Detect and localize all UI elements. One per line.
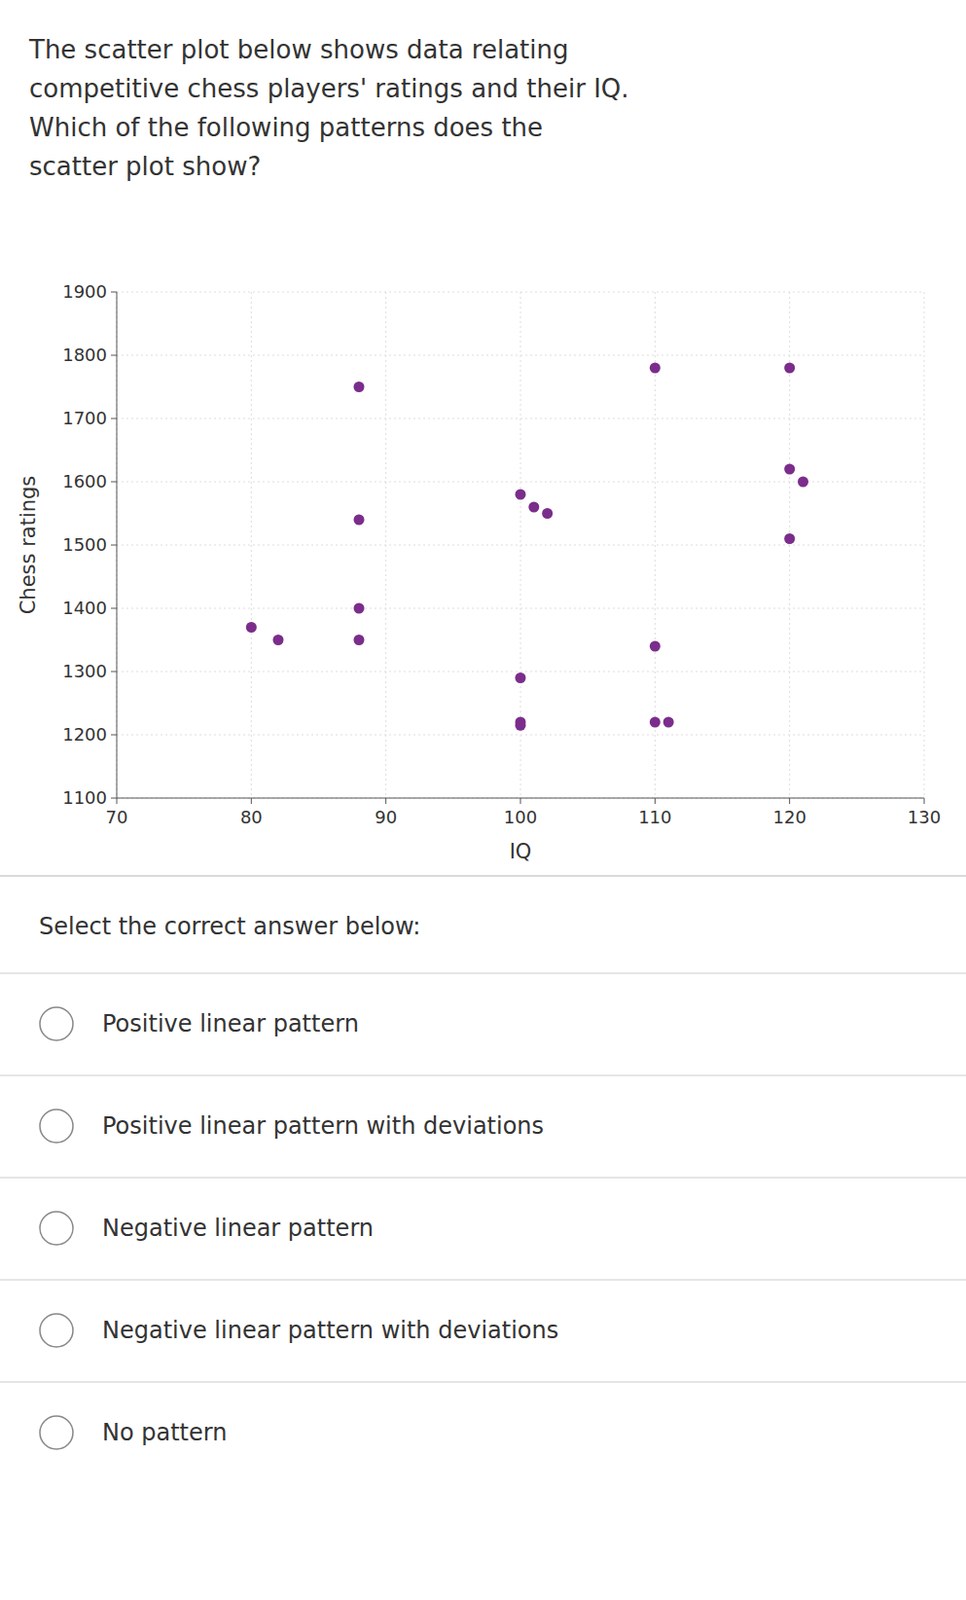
- answer-prompt: Select the correct answer below:: [38, 912, 421, 940]
- grid-line-x: [116, 291, 118, 798]
- tick-label-x: 110: [638, 806, 672, 827]
- point: [515, 672, 527, 683]
- point: [784, 362, 795, 374]
- grid-line-y: [116, 544, 925, 546]
- points: [246, 362, 809, 731]
- tick-label-y: 1700: [62, 407, 108, 429]
- tick-y: [110, 544, 117, 546]
- point: [649, 716, 661, 728]
- grid-line-x: [250, 291, 252, 798]
- option-text: Positive linear pattern: [102, 1009, 359, 1038]
- tick-label-y: 1900: [62, 281, 108, 302]
- tick-label-x: 80: [240, 806, 263, 827]
- radio-button[interactable]: [39, 1109, 73, 1143]
- tick-label-y: 1800: [62, 344, 108, 365]
- option-text: No pattern: [102, 1418, 227, 1446]
- grid-line-y: [116, 608, 925, 609]
- tick-label-y: 1100: [62, 787, 108, 808]
- option-divider: [0, 1074, 966, 1076]
- title-line: scatter plot show?: [29, 151, 261, 181]
- axis-x: [116, 797, 925, 799]
- radio-button[interactable]: [39, 1211, 73, 1245]
- point: [797, 476, 809, 488]
- section-divider: [0, 874, 966, 877]
- point: [273, 634, 285, 645]
- title-line: The scatter plot below shows data relati…: [28, 35, 570, 65]
- tick-x: [250, 797, 252, 804]
- tick-x: [788, 797, 790, 804]
- x-axis-label: IQ: [509, 839, 533, 863]
- tick-y: [110, 481, 117, 483]
- radio-button[interactable]: [39, 1006, 73, 1040]
- tick-y: [110, 608, 117, 609]
- grid: [116, 291, 925, 798]
- tick-x: [924, 797, 926, 804]
- tick-label-x: 70: [106, 806, 129, 827]
- option-text: Positive linear pattern with deviations: [102, 1111, 544, 1140]
- tick-label-y: 1300: [62, 660, 108, 681]
- point: [354, 634, 365, 645]
- tick-y: [110, 734, 117, 736]
- page: The scatter plot below shows data relati…: [0, 0, 966, 1600]
- tick-label-x: 90: [374, 806, 397, 827]
- axis-y: [116, 291, 118, 798]
- tick-label-y: 1400: [62, 597, 108, 618]
- tick-x: [520, 797, 522, 804]
- point: [784, 464, 795, 475]
- point: [354, 514, 365, 526]
- option-divider: [0, 1279, 966, 1281]
- grid-line-y: [116, 671, 925, 673]
- point: [663, 716, 675, 728]
- title-line: competitive chess players' ratings and t…: [29, 73, 630, 104]
- grid-line-y: [116, 355, 925, 357]
- point: [354, 381, 365, 393]
- point: [515, 489, 527, 501]
- tick-label-y: 1600: [62, 470, 108, 492]
- y-axis-label: Chess ratings: [16, 475, 40, 615]
- point: [528, 501, 539, 513]
- grid-line-y: [116, 418, 925, 420]
- point: [649, 362, 661, 374]
- option-text: Negative linear pattern: [102, 1214, 374, 1242]
- option-text: Negative linear pattern with deviations: [102, 1316, 559, 1344]
- tick-y: [110, 355, 117, 357]
- point: [649, 641, 661, 652]
- tick-label-x: 100: [503, 806, 537, 827]
- tick-x: [385, 797, 387, 804]
- tick-x: [654, 797, 656, 804]
- point: [515, 719, 527, 731]
- option-divider: [0, 1177, 966, 1179]
- tick-label-x: 120: [772, 806, 806, 827]
- radio-button[interactable]: [39, 1313, 73, 1347]
- tick-y: [110, 291, 117, 293]
- point: [246, 621, 257, 633]
- option-divider: [0, 972, 966, 974]
- tick-x: [116, 797, 118, 804]
- grid-line-y: [116, 291, 925, 293]
- radio-button[interactable]: [39, 1415, 73, 1449]
- point: [784, 533, 795, 544]
- tick-label-x: 130: [907, 806, 941, 827]
- grid-line-y: [116, 734, 925, 736]
- title-line: Which of the following patterns does the: [29, 112, 543, 143]
- background: [0, 0, 966, 1600]
- point: [354, 603, 365, 614]
- tick-y: [110, 671, 117, 673]
- tick-y: [110, 797, 117, 799]
- tick-label-y: 1200: [62, 723, 108, 745]
- grid-line-y: [116, 797, 925, 799]
- tick-y: [110, 418, 117, 420]
- tick-label-y: 1500: [62, 534, 108, 555]
- point: [541, 507, 553, 519]
- option-divider: [0, 1381, 966, 1383]
- title: The scatter plot below shows data relati…: [28, 35, 630, 181]
